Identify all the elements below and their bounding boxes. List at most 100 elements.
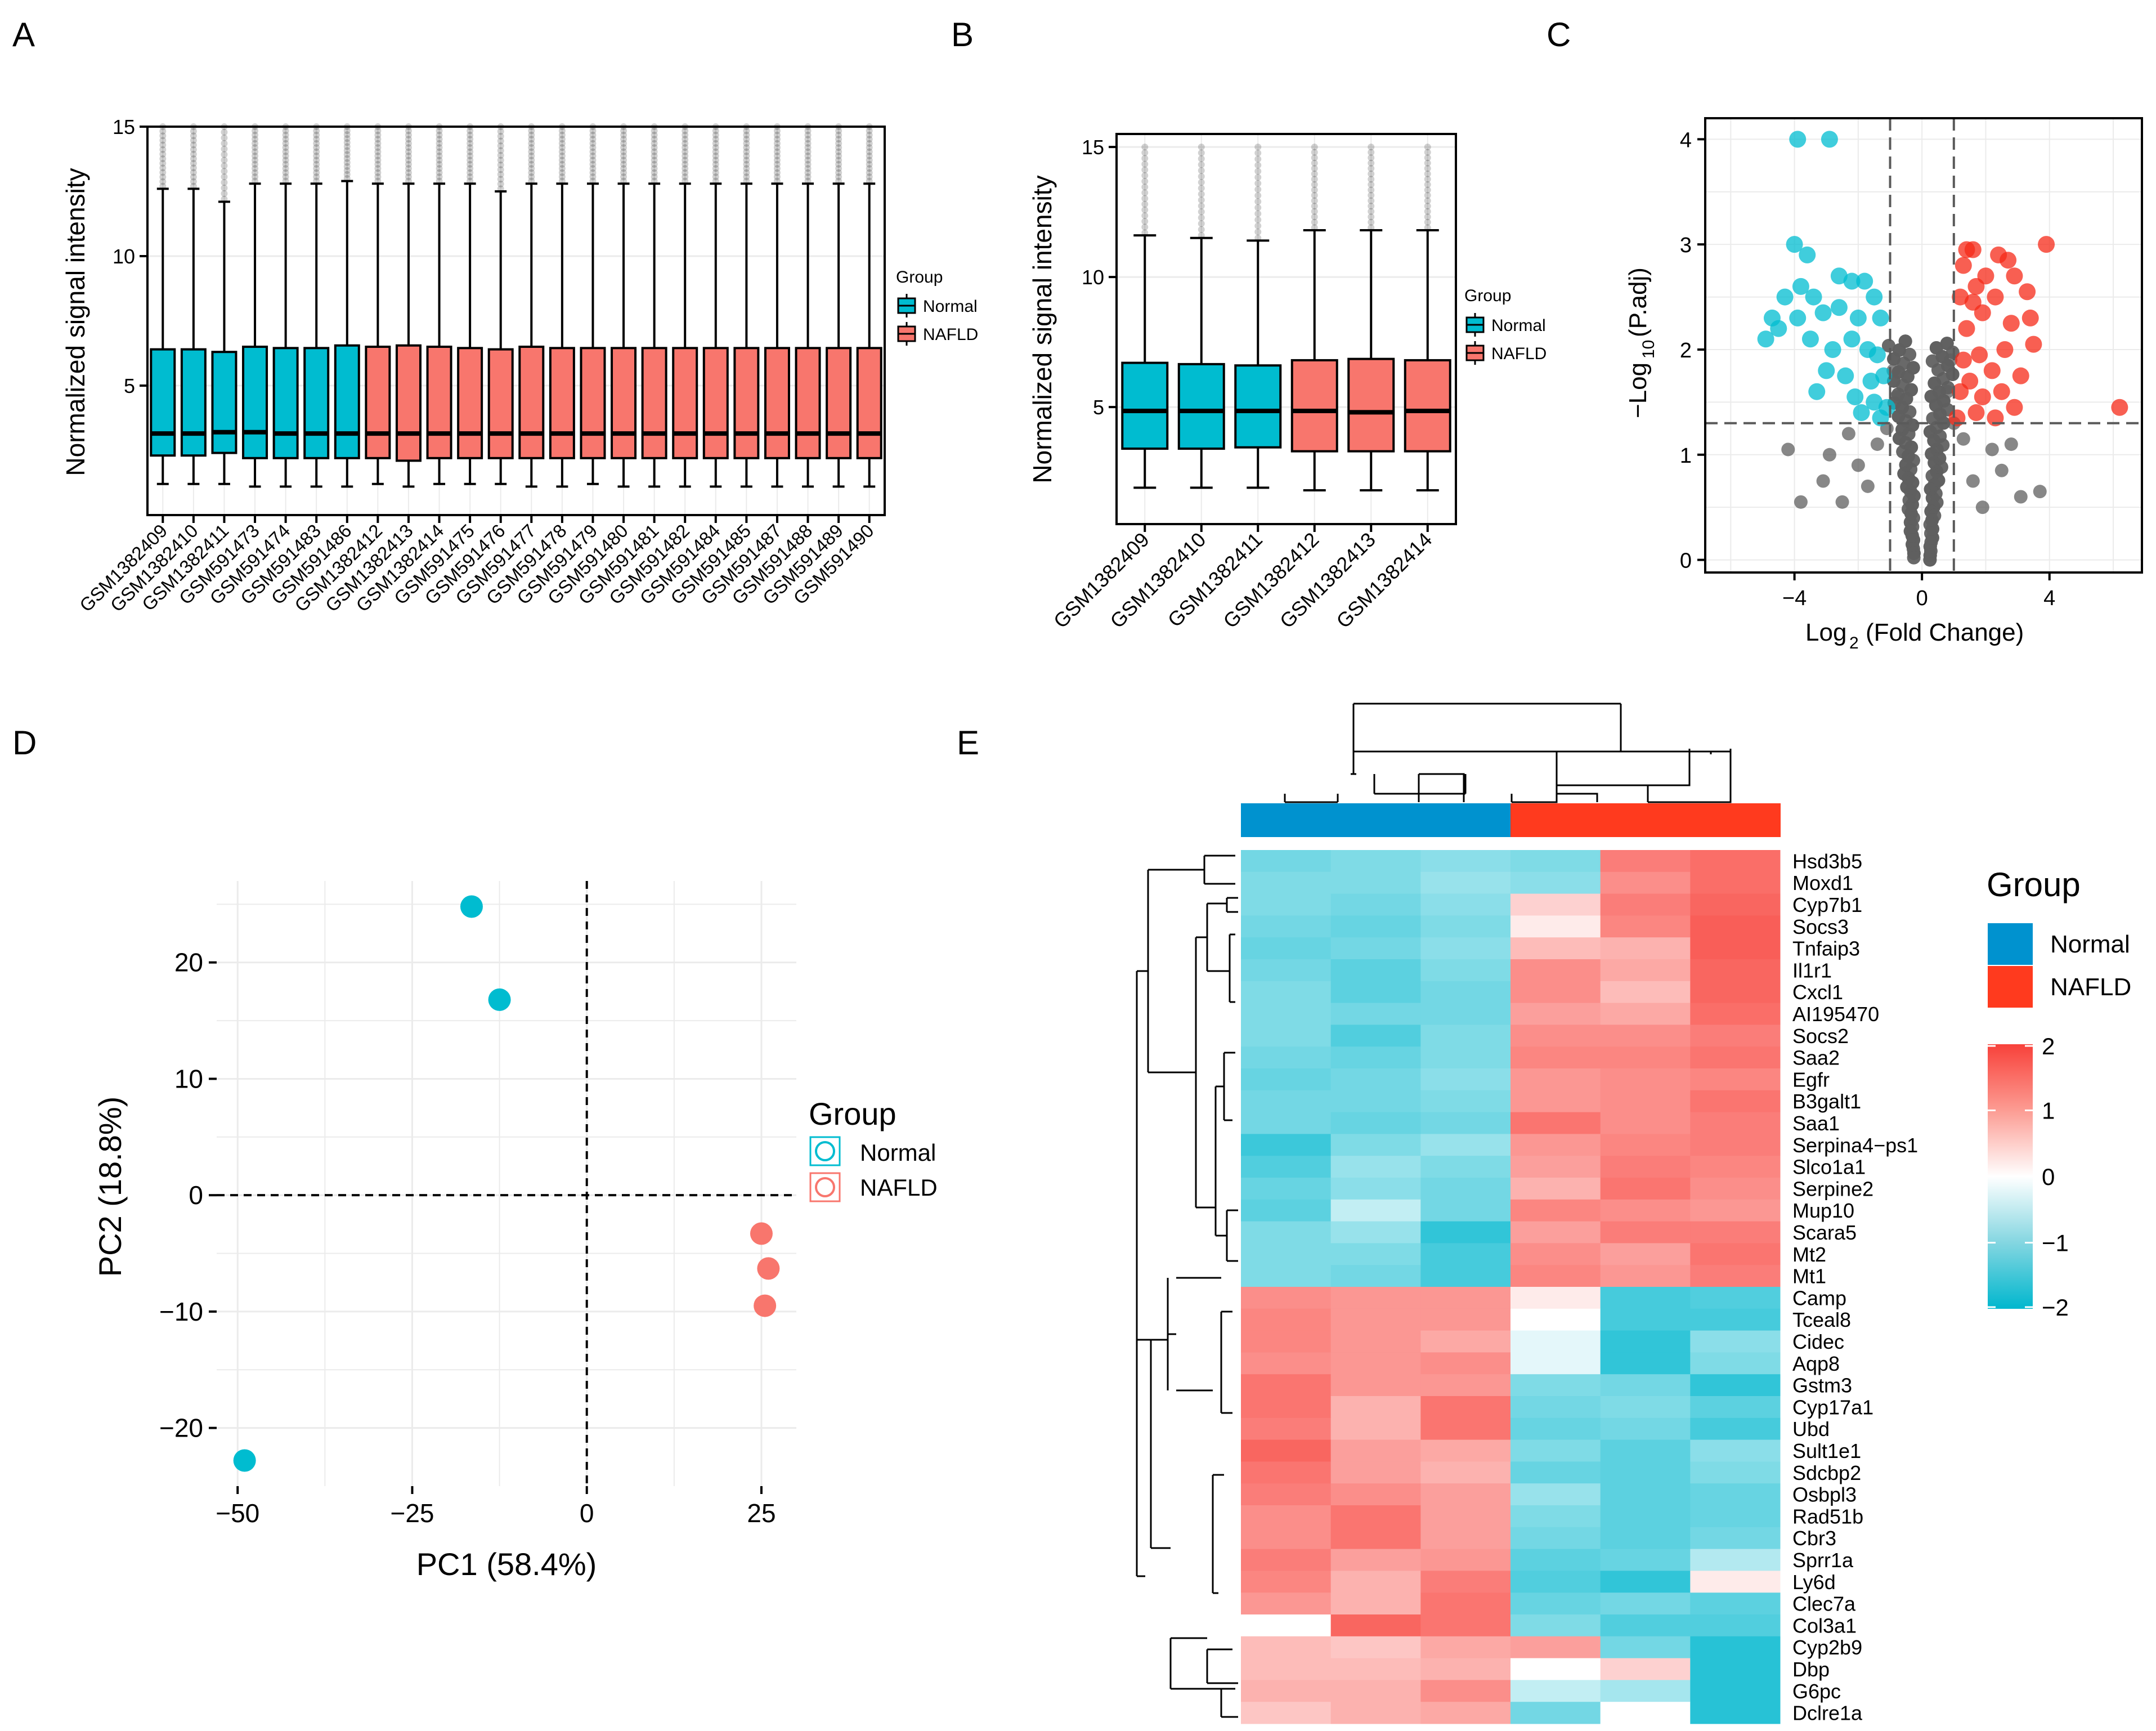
b-outlier <box>1198 178 1205 186</box>
volcano-c-point-down <box>1872 309 1889 326</box>
a-outlier <box>835 156 842 164</box>
a-outlier <box>773 131 781 138</box>
heatmap-e-cell <box>1330 937 1421 960</box>
heatmap-e-cell <box>1600 1374 1691 1397</box>
b-outlier <box>1424 165 1431 172</box>
heatmap-e-cell <box>1330 1527 1421 1550</box>
heatmap-e-cell <box>1510 1483 1601 1506</box>
legend-b-nafld: NAFLD <box>1491 345 1547 363</box>
heatmap-e-cell <box>1330 1287 1421 1309</box>
b-outlier <box>1254 198 1262 205</box>
volcano-c-point-down <box>1866 288 1883 306</box>
heatmap-e-cell <box>1510 1199 1601 1222</box>
a-outlier <box>682 160 689 168</box>
b-outlier <box>1198 220 1205 227</box>
heatmap-e-cell <box>1600 1593 1691 1615</box>
a-outlier <box>835 127 842 135</box>
a-outlier <box>620 148 627 155</box>
pca-d-xlabel: PC1 (58.4%) <box>416 1546 597 1582</box>
heatmap-e-cell <box>1510 1680 1601 1702</box>
a-outlier <box>682 136 689 143</box>
heatmap-e-gene-label: Hsd3b5 <box>1792 849 1862 873</box>
a-outlier <box>589 131 597 138</box>
a-ytick-label: 10 <box>113 245 135 268</box>
b-outlier <box>1311 170 1318 177</box>
heatmap-e-annotation-nafld <box>1690 803 1781 837</box>
a-outlier <box>866 165 873 172</box>
b-outlier <box>1368 218 1375 226</box>
heatmap-e-cell <box>1600 1352 1691 1375</box>
heatmap-e-annotation-normal <box>1241 803 1332 837</box>
heatmap-e-cell <box>1420 1068 1511 1091</box>
a-box-GSM1382410 <box>180 123 207 485</box>
volcano-c-point-up <box>1993 383 2010 400</box>
a-box-GSM591481 <box>641 123 667 488</box>
volcano-c-point-up <box>2006 267 2023 285</box>
b-outlier <box>1141 149 1149 156</box>
volcano-c-point-up <box>2019 283 2036 301</box>
a-outlier <box>743 144 750 151</box>
a-outlier <box>252 127 259 135</box>
legend-e-normal: Normal <box>2050 931 2130 958</box>
a-outlier <box>252 144 259 151</box>
heatmap-e-cell <box>1600 981 1691 1004</box>
heatmap-e-cell <box>1510 1614 1601 1637</box>
heatmap-e-cell <box>1690 1614 1781 1637</box>
a-outlier <box>866 160 873 168</box>
a-outlier <box>682 156 689 164</box>
a-outlier <box>620 140 627 147</box>
a-outlier <box>436 148 443 155</box>
pca-d: −20 −10 0 10 20 −50 −25 0 25 PC2 (18.8%) PC1 (5… <box>92 881 938 1582</box>
a-outlier <box>528 173 535 181</box>
a-outlier <box>343 167 351 174</box>
heatmap-e-cell <box>1690 1549 1781 1571</box>
a-outlier <box>682 169 689 176</box>
b-outlier <box>1368 208 1375 215</box>
a-outlier <box>467 148 474 155</box>
volcano-c-point-ns <box>1816 474 1830 488</box>
heatmap-e-cell <box>1241 893 1332 916</box>
heatmap-e-cell <box>1241 1090 1332 1113</box>
heatmap-e-gene-label: AI195470 <box>1792 1003 1879 1026</box>
a-outlier <box>558 127 566 135</box>
a-outlier <box>343 143 351 150</box>
a-outlier <box>773 127 781 135</box>
a-outlier <box>712 173 719 181</box>
heatmap-e-cell <box>1330 981 1421 1004</box>
a-outlier <box>343 155 351 162</box>
heatmap-e-cell <box>1690 1068 1781 1091</box>
volcano-c-point-up <box>1977 267 1994 285</box>
b-outlier <box>1424 159 1431 167</box>
svg-text:(Fold Change): (Fold Change) <box>1866 619 2024 646</box>
a-outlier <box>374 160 382 168</box>
heatmap-e-cell <box>1690 1025 1781 1047</box>
heatmap-e-cell <box>1420 1396 1511 1419</box>
a-outlier <box>374 153 382 160</box>
a-box-GSM591490 <box>856 123 882 488</box>
a-outlier <box>436 136 443 143</box>
heatmap-e-cell <box>1600 1265 1691 1287</box>
a-outlier <box>252 153 259 160</box>
heatmap-e-cell <box>1690 959 1781 982</box>
b-outlier <box>1254 149 1262 156</box>
heatmap-e-cell <box>1690 915 1781 938</box>
a-outlier <box>436 127 443 135</box>
b-outlier <box>1254 186 1262 193</box>
a-outlier <box>589 140 597 147</box>
a-outlier <box>804 136 812 143</box>
heatmap-e-cell <box>1510 1221 1601 1244</box>
a-box-GSM591484 <box>702 123 729 488</box>
heatmap-e-cell <box>1420 1221 1511 1244</box>
a-outlier <box>835 165 842 172</box>
heatmap-e-cell <box>1241 1221 1332 1244</box>
a-outlier <box>282 140 289 147</box>
a-outlier <box>528 131 535 138</box>
heatmap-e-cell <box>1241 1330 1332 1353</box>
heatmap-e-cell <box>1420 915 1511 938</box>
a-outlier <box>436 156 443 164</box>
heatmap-e-gene-label: Osbpl3 <box>1792 1483 1857 1506</box>
volcano-c-xtick-label: 0 <box>1916 587 1928 610</box>
heatmap-e-cell <box>1420 1658 1511 1680</box>
heatmap-e-cell <box>1690 1265 1781 1287</box>
heatmap-e-cell <box>1241 1068 1332 1091</box>
